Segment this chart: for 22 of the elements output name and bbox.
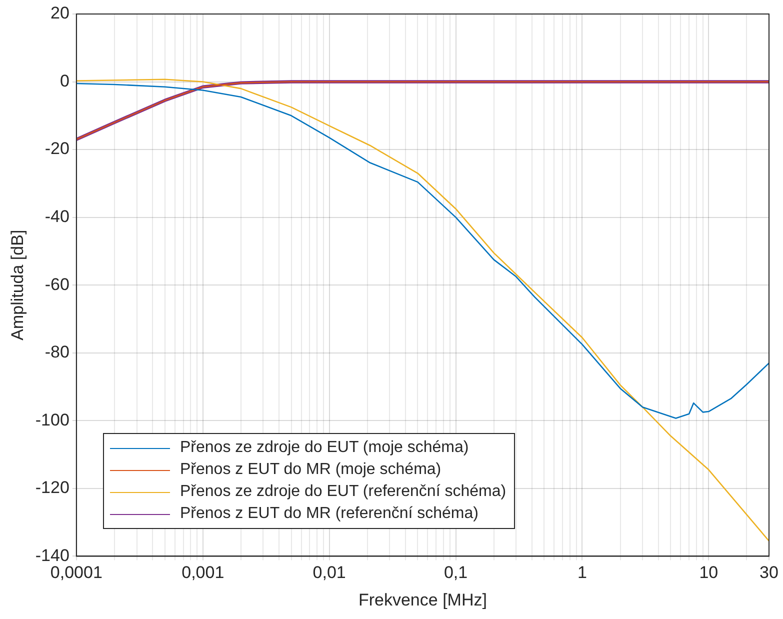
y-tick-label: -40	[44, 207, 70, 226]
y-tick-label: 20	[50, 4, 70, 23]
y-tick-label: 0	[60, 71, 70, 90]
legend-label: Přenos ze zdroje do EUT (referenční schéma)	[180, 482, 506, 502]
y-tick-label: -100	[35, 410, 70, 430]
x-tick-label: 0,0001	[50, 563, 102, 582]
legend-label: Přenos z EUT do MR (referenční schéma)	[180, 504, 478, 524]
legend-label: Přenos ze zdroje do EUT (moje schéma)	[180, 438, 469, 458]
legend-label: Přenos z EUT do MR (moje schéma)	[180, 460, 442, 480]
y-tick-label: -60	[44, 274, 70, 294]
x-tick-label: 1	[577, 563, 587, 582]
y-tick-label: -20	[44, 139, 70, 158]
y-tick-label: -80	[44, 342, 70, 362]
y-tick-label: -140	[35, 546, 70, 565]
x-tick-label: 0,001	[182, 563, 224, 582]
x-axis-title: Frekvence [MHz]	[358, 590, 487, 610]
y-axis-title: Amplituda [dB]	[8, 230, 27, 340]
y-tick-label: -120	[35, 478, 70, 498]
x-tick-label: 0,01	[312, 563, 346, 582]
x-tick-label: 0,1	[444, 563, 468, 582]
x-tick-label: 10	[699, 563, 718, 582]
x-tick-label: 30	[760, 563, 778, 582]
